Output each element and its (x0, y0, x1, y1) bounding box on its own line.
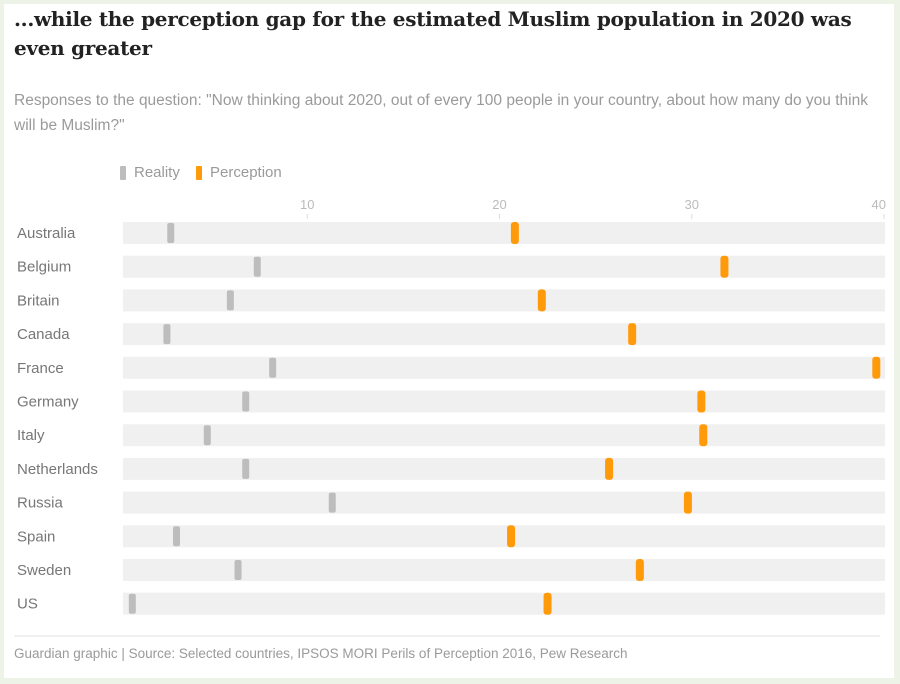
perception-marker (720, 255, 729, 278)
country-label: Canada (17, 326, 70, 343)
reality-marker (328, 492, 336, 513)
row-track (123, 323, 885, 346)
perception-marker (605, 457, 614, 480)
perception-marker (510, 222, 519, 244)
reality-marker (167, 223, 175, 243)
country-label: France (17, 360, 64, 377)
reality-marker (269, 357, 277, 378)
reality-marker (234, 560, 242, 580)
country-label: US (17, 596, 38, 613)
reality-marker (203, 425, 211, 446)
row-track (123, 592, 885, 615)
perception-marker (683, 491, 692, 514)
reality-marker (128, 593, 136, 614)
row-track (123, 559, 885, 581)
legend-label-reality: Reality (134, 164, 180, 181)
row-track (123, 457, 885, 480)
country-label: Italy (17, 427, 45, 444)
footer-divider (14, 635, 880, 637)
perception-marker (697, 390, 706, 413)
country-label: Russia (17, 495, 64, 512)
reality-marker (242, 391, 250, 412)
reality-marker (163, 324, 171, 345)
x-tick-label: 40 (872, 197, 886, 212)
legend-item-perception: Perception (196, 164, 282, 181)
country-label: Britain (17, 292, 60, 309)
reality-marker (253, 256, 261, 277)
country-label: Germany (17, 394, 79, 411)
legend-label-perception: Perception (210, 164, 282, 181)
row-track (123, 255, 885, 278)
x-tick-label: 20 (492, 197, 506, 212)
reality-marker (173, 526, 181, 547)
legend-item-reality: Reality (120, 164, 180, 181)
row-track (123, 491, 885, 514)
row-track (123, 424, 885, 447)
country-label: Australia (17, 225, 76, 242)
perception-marker (537, 289, 546, 312)
chart-subtitle: Responses to the question: "Now thinking… (14, 92, 868, 134)
country-label: Belgium (17, 259, 71, 276)
row-track (123, 356, 885, 379)
chart-title: ...while the perception gap for the esti… (14, 7, 852, 60)
legend-swatch-perception (196, 165, 203, 180)
row-track (123, 289, 885, 312)
source-note: Guardian graphic | Source: Selected coun… (14, 646, 628, 661)
perception-marker (699, 424, 708, 447)
country-label: Netherlands (17, 461, 98, 478)
x-tick-label: 10 (300, 197, 314, 212)
row-track (123, 390, 885, 413)
x-tick-label: 30 (685, 197, 699, 212)
legend: Reality Perception (120, 164, 294, 184)
row-track (123, 525, 885, 548)
perception-marker (543, 592, 552, 615)
country-label: Spain (17, 528, 55, 545)
perception-marker (507, 525, 516, 548)
reality-marker (226, 290, 234, 311)
perception-marker (872, 356, 881, 379)
legend-swatch-reality (120, 165, 126, 180)
perception-marker (628, 323, 637, 346)
reality-marker (242, 458, 250, 479)
country-label: Sweden (17, 562, 71, 579)
perception-marker (635, 559, 644, 581)
row-track (123, 222, 885, 244)
